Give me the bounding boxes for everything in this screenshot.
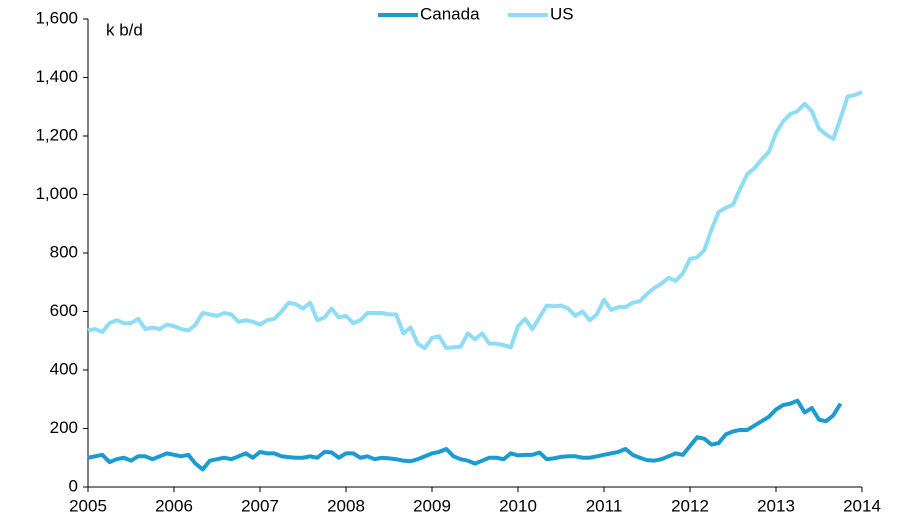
y-tick-label: 600 bbox=[50, 301, 78, 320]
y-tick-label: 400 bbox=[50, 359, 78, 378]
x-tick-label: 2007 bbox=[241, 496, 279, 515]
y-tick-label: 1,200 bbox=[35, 125, 78, 144]
y-tick-label: 0 bbox=[69, 476, 78, 495]
y-tick-label: 1,400 bbox=[35, 67, 78, 86]
x-tick-label: 2012 bbox=[671, 496, 709, 515]
x-tick-label: 2011 bbox=[586, 496, 623, 515]
x-tick-label: 2006 bbox=[155, 496, 193, 515]
x-tick-label: 2009 bbox=[413, 496, 451, 515]
x-tick-label: 2010 bbox=[499, 496, 537, 515]
y-tick-label: 1,000 bbox=[35, 184, 78, 203]
y-tick-label: 200 bbox=[50, 418, 78, 437]
unit-annotation: k b/d bbox=[106, 20, 143, 39]
x-tick-label: 2014 bbox=[843, 496, 881, 515]
line-series bbox=[87, 90, 863, 351]
y-tick-label: 1,600 bbox=[35, 8, 78, 27]
legend-label: Canada bbox=[420, 4, 480, 23]
x-tick-label: 2008 bbox=[327, 496, 365, 515]
x-tick-label: 2013 bbox=[757, 496, 795, 515]
line-series bbox=[87, 398, 843, 472]
legend-label: US bbox=[550, 4, 574, 23]
x-tick-label: 2005 bbox=[69, 496, 107, 515]
y-tick-label: 800 bbox=[50, 242, 78, 261]
